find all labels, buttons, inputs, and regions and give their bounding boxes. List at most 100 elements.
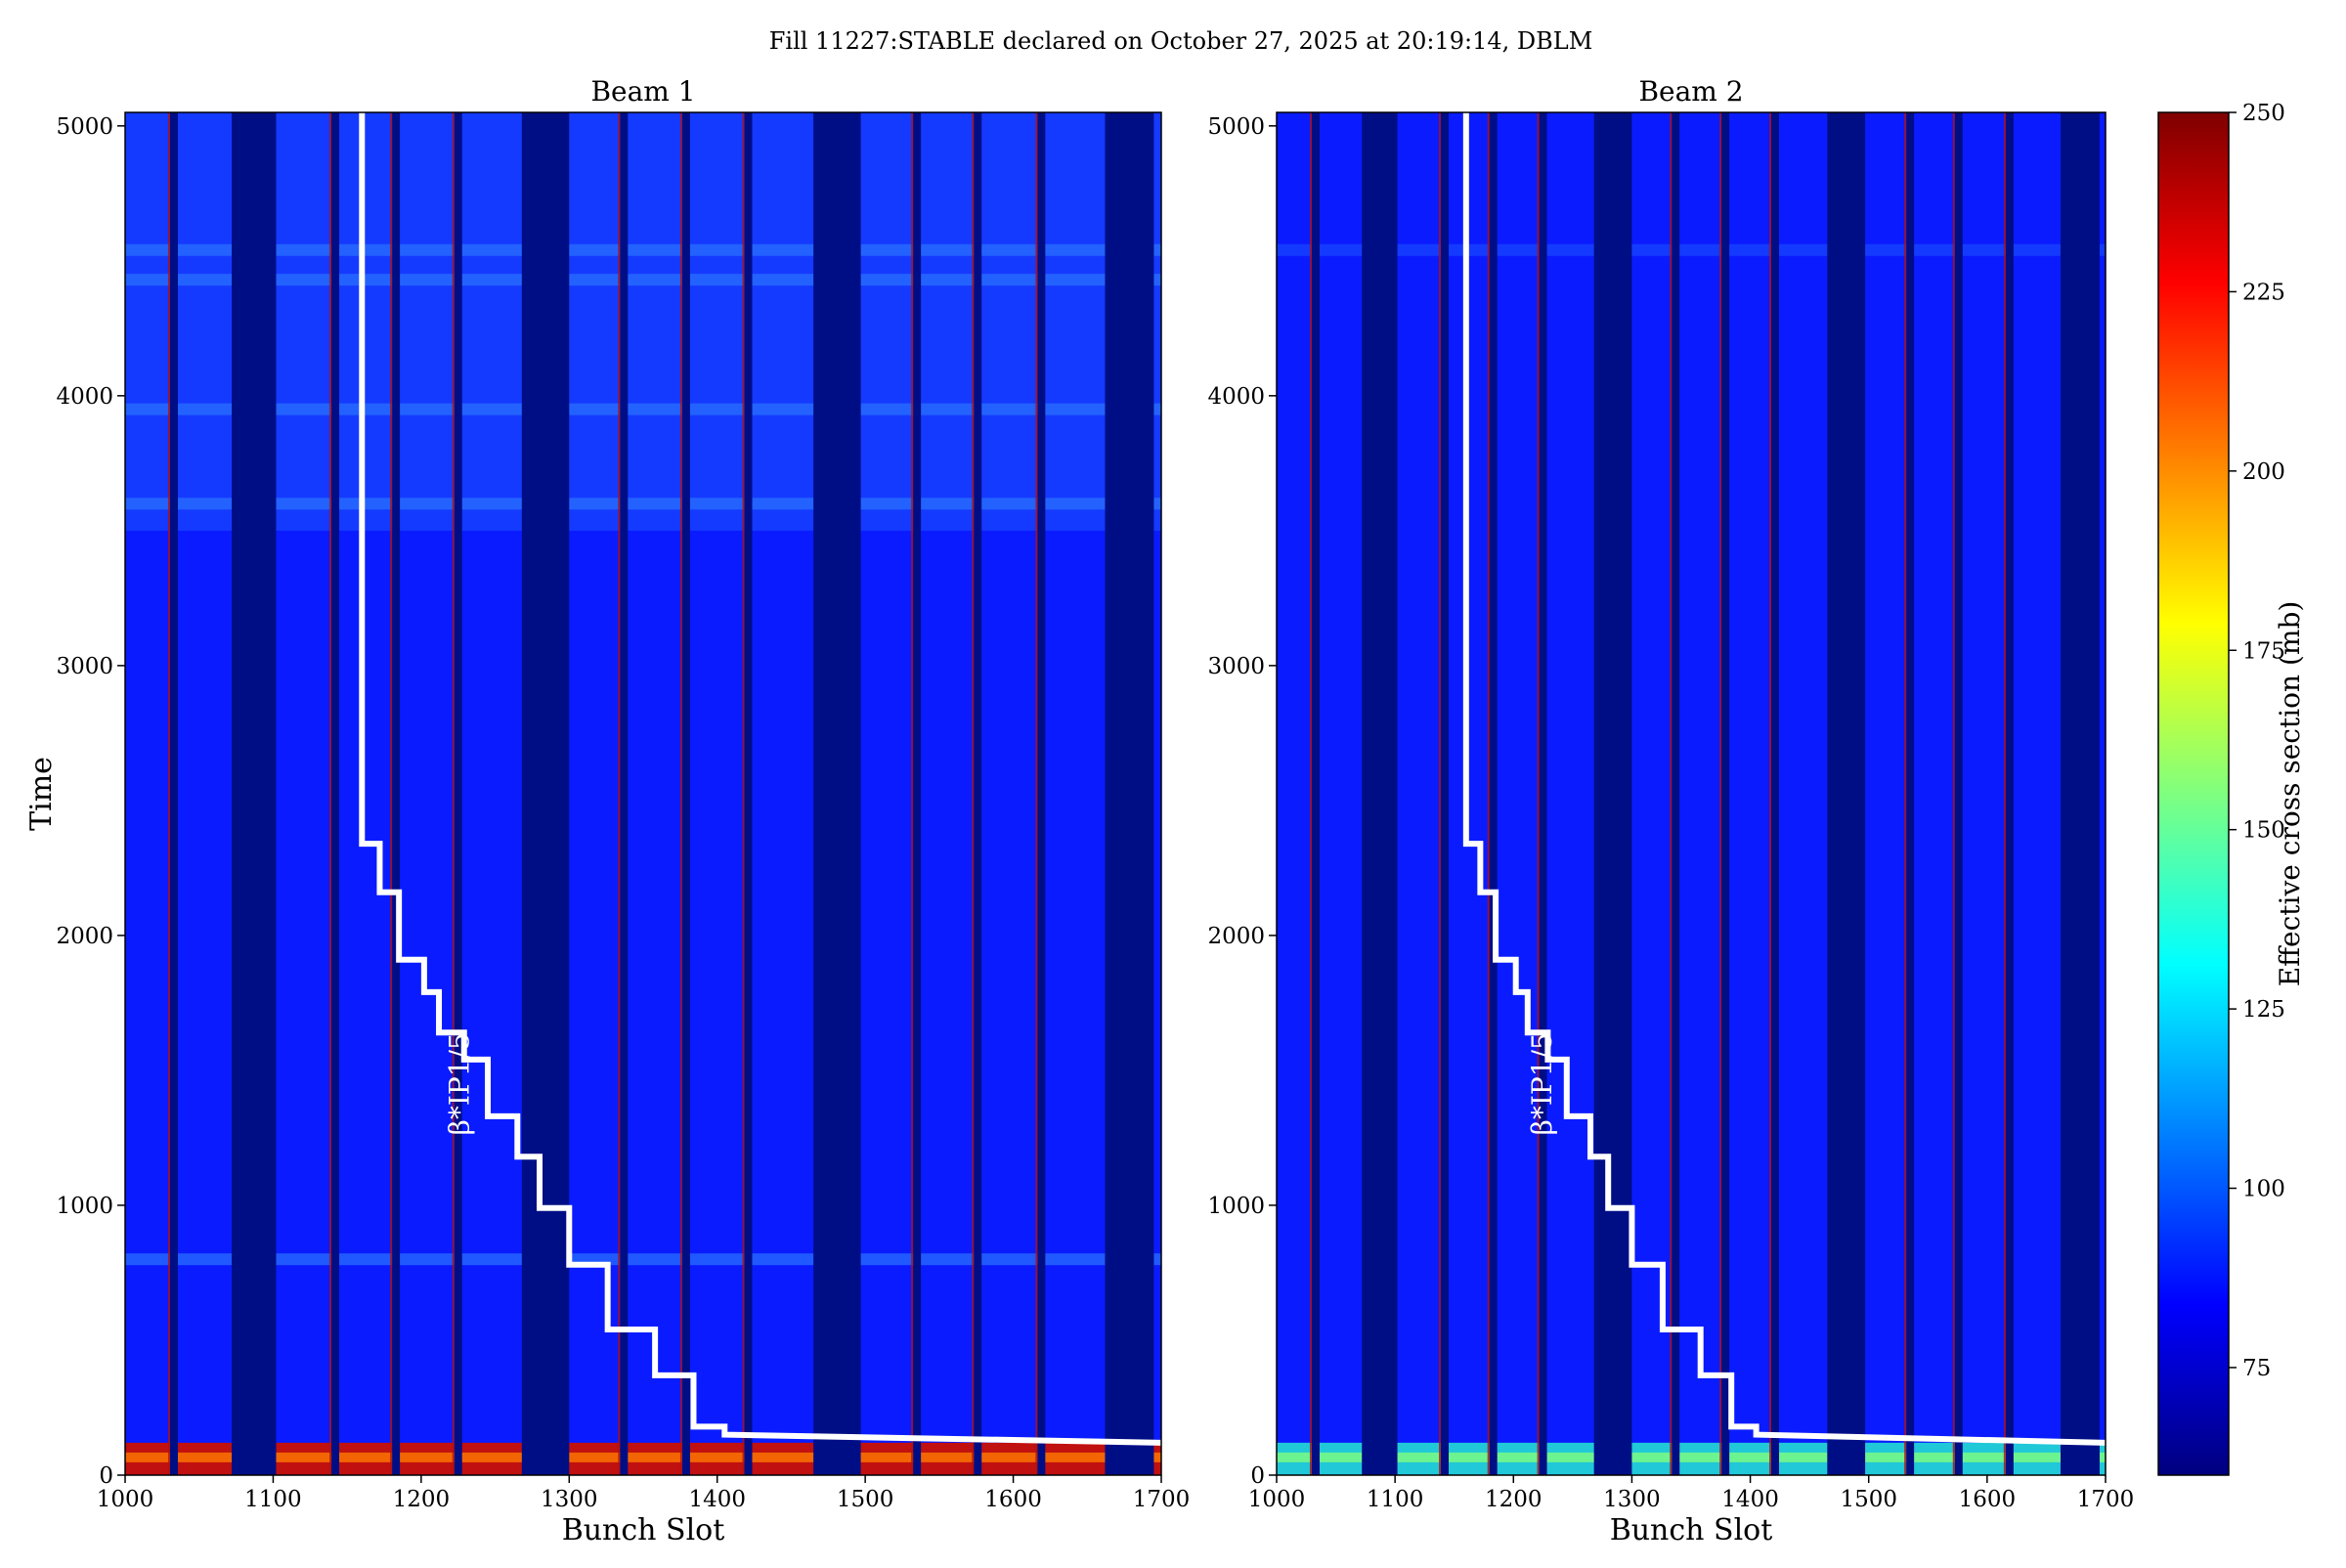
gap-edge <box>1769 112 1772 1475</box>
x-tick-label: 1400 <box>1721 1487 1779 1512</box>
gap-edge <box>618 112 621 1475</box>
colorbar-tick-label: 100 <box>2242 1177 2285 1202</box>
gap-edge <box>1035 112 1038 1475</box>
gap-edge <box>329 112 332 1475</box>
x-tick-label: 1500 <box>837 1487 894 1512</box>
thin-gap <box>1906 112 1915 1475</box>
gap-edge <box>1904 112 1907 1475</box>
panel-title: Beam 2 <box>1638 75 1743 108</box>
x-tick-label: 1500 <box>1840 1487 1897 1512</box>
colorbar-gradient <box>2157 111 2230 1476</box>
y-tick-label: 1000 <box>56 1194 113 1219</box>
empty-band <box>813 112 861 1475</box>
heatmap-base <box>1277 112 2106 1475</box>
gap-edge <box>2003 112 2006 1475</box>
x-tick-label: 1200 <box>1485 1487 1542 1512</box>
x-tick-label: 1400 <box>688 1487 746 1512</box>
bright-row <box>125 243 1161 256</box>
colorbar-label: Effective cross section (mb) <box>2274 601 2306 987</box>
gap-edge <box>742 112 745 1475</box>
gap-edge <box>972 112 975 1475</box>
x-tick-label: 1700 <box>2077 1487 2135 1512</box>
figure-title: Fill 11227:STABLE declared on October 27… <box>769 27 1593 55</box>
beam2-panel: β*IP1/5 1000 1100 1200 1300 1400 1500 1600 1700 0… <box>1207 75 2134 1547</box>
thin-gap <box>620 112 629 1475</box>
thin-gap <box>1721 112 1730 1475</box>
colorbar-tick-label: 250 <box>2242 101 2285 126</box>
hot-band-inner <box>125 1452 1161 1462</box>
colorbar-tick-label: 225 <box>2242 280 2285 305</box>
bright-region <box>125 112 1161 531</box>
thin-gap <box>913 112 922 1475</box>
empty-band <box>2060 112 2100 1475</box>
y-tick-label: 5000 <box>56 114 113 140</box>
x-axis-label: Bunch Slot <box>562 1513 725 1547</box>
thin-gap <box>392 112 401 1475</box>
empty-band <box>1593 112 1632 1475</box>
bright-row <box>125 1253 1161 1266</box>
y-tick-label: 3000 <box>56 654 113 679</box>
empty-band <box>232 112 277 1475</box>
colorbar-tick-label: 75 <box>2242 1356 2271 1381</box>
colorbar-tick-label: 175 <box>2242 638 2285 664</box>
thin-gap <box>1441 112 1450 1475</box>
colorbar-tick-label: 125 <box>2242 997 2285 1023</box>
y-tick-label: 2000 <box>1207 924 1265 949</box>
thin-gap <box>1954 112 1963 1475</box>
gap-edge <box>1670 112 1673 1475</box>
y-tick-label: 3000 <box>1207 654 1265 679</box>
colorbar-tick-label: 150 <box>2242 818 2285 844</box>
hot-band-inner <box>1277 1452 2106 1462</box>
gap-edge <box>1487 112 1490 1475</box>
gap-edge <box>452 112 455 1475</box>
plot-frame <box>1276 111 2107 1476</box>
thin-gap <box>1489 112 1498 1475</box>
panel-title: Beam 1 <box>590 75 695 108</box>
empty-band <box>1827 112 1866 1475</box>
gap-edge <box>390 112 393 1475</box>
x-tick-label: 1100 <box>1367 1487 1424 1512</box>
colorbar: 75 100 125 150 175 200 225 250 Effective cross s… <box>2157 101 2306 1476</box>
y-axis-label: Time <box>24 757 59 831</box>
y-tick-label: 4000 <box>1207 384 1265 410</box>
beta-star-curve <box>359 112 1161 1446</box>
thin-gap <box>1771 112 1780 1475</box>
gap-edge <box>1439 112 1442 1475</box>
x-tick-label: 1700 <box>1133 1487 1191 1512</box>
thin-gap <box>1672 112 1680 1475</box>
y-tick-label: 4000 <box>56 384 113 410</box>
y-tick-label: 0 <box>99 1463 113 1489</box>
heatmap-base <box>125 112 1161 1475</box>
x-tick-label: 1000 <box>97 1487 154 1512</box>
empty-band <box>1105 112 1154 1475</box>
beam1-heatmap <box>125 112 1161 1475</box>
thin-gap <box>744 112 753 1475</box>
beam2-heatmap <box>1277 112 2106 1475</box>
thin-gap <box>1539 112 1547 1475</box>
thin-gap <box>1311 112 1320 1475</box>
gap-edge <box>1537 112 1540 1475</box>
thin-gap <box>169 112 178 1475</box>
x-tick-label: 1600 <box>1959 1487 2017 1512</box>
gap-edge <box>911 112 914 1475</box>
thin-gap <box>331 112 340 1475</box>
y-tick-label: 5000 <box>1207 114 1265 140</box>
gap-edge <box>1719 112 1722 1475</box>
gap-edge <box>1952 112 1955 1475</box>
empty-band <box>1362 112 1398 1475</box>
thin-gap <box>1037 112 1046 1475</box>
plot-frame <box>124 111 1162 1476</box>
beam1-panel: β*IP1/5 1000 1100 1200 1300 1400 1500 1600 1700 0… <box>24 75 1190 1547</box>
beta-star-curve <box>1462 112 2106 1446</box>
thin-gap <box>2005 112 2014 1475</box>
thin-gap <box>974 112 982 1475</box>
beta-star-label: β*IP1/5 <box>443 1032 475 1135</box>
bright-row <box>125 274 1161 286</box>
colorbar-tick-label: 200 <box>2242 459 2285 485</box>
thin-gap <box>454 112 462 1475</box>
y-tick-label: 2000 <box>56 924 113 949</box>
x-tick-label: 1300 <box>1603 1487 1661 1512</box>
bright-row <box>125 403 1161 415</box>
